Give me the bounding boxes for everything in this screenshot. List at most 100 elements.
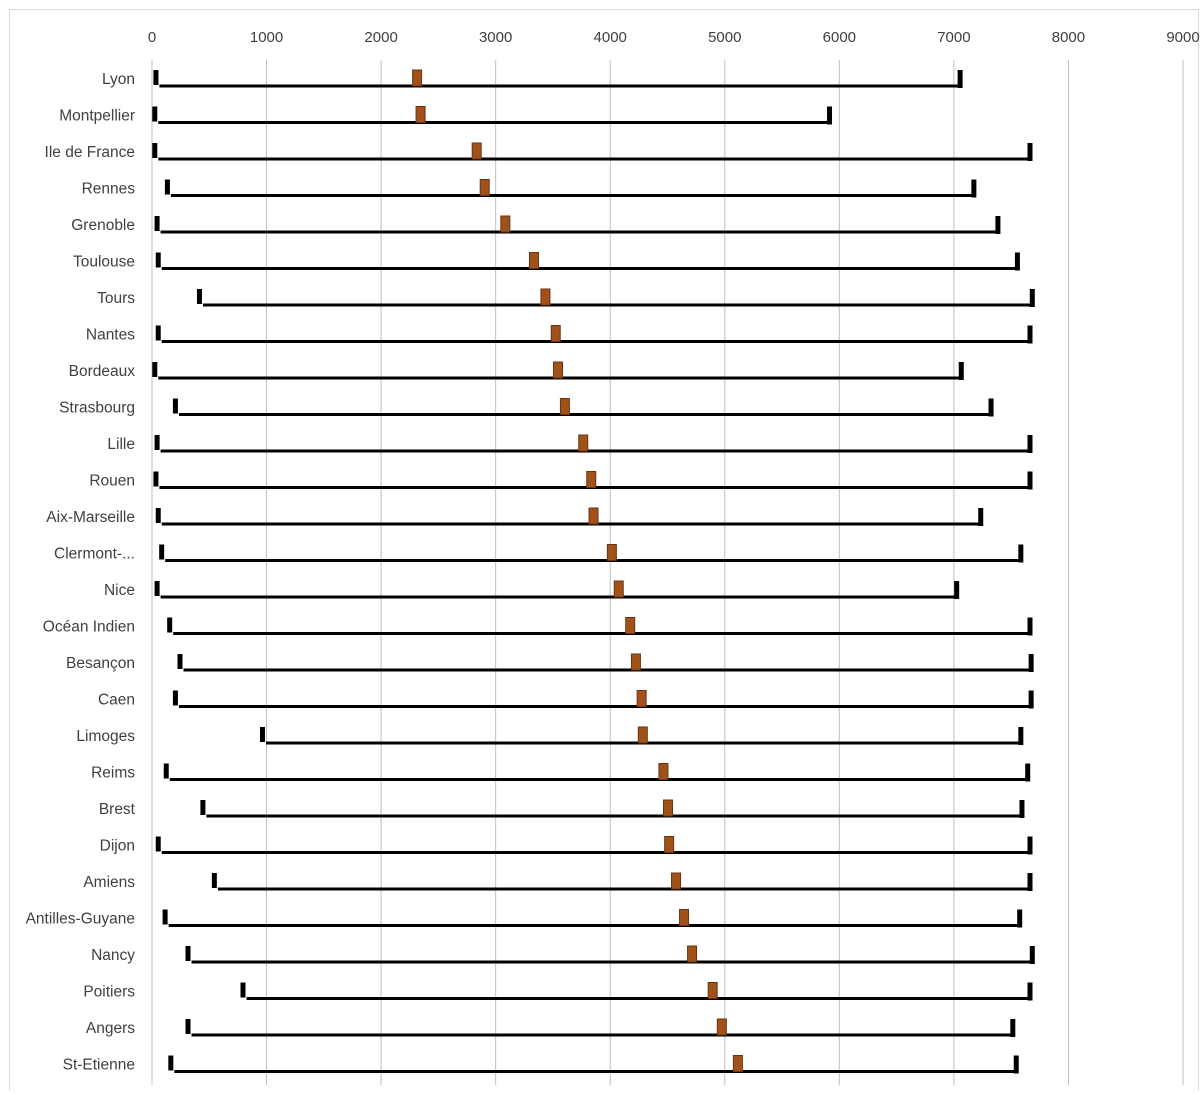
category-label: Brest [99,801,136,818]
category-label: Reims [91,765,135,782]
min-markers [152,70,265,1071]
x-tick-label: 0 [148,29,156,46]
min-marker [153,471,159,487]
max-markers [827,70,1035,1074]
category-label: Aix-Marseille [46,509,135,526]
category-label: Toulouse [73,254,135,271]
min-marker [259,727,265,742]
category-label: Océan Indien [43,619,135,636]
median-marker [550,325,561,342]
max-marker [1028,690,1034,709]
min-marker [155,325,161,341]
median-marker [636,690,647,707]
median-marker [553,361,564,379]
median-marker [578,434,589,452]
median-marker [637,726,648,744]
max-marker [1027,836,1033,855]
median-marker [540,288,551,306]
min-marker [159,544,165,560]
category-label: Rouen [89,473,135,490]
category-label: Angers [86,1020,135,1037]
category-label: Caen [98,692,135,709]
max-marker [971,179,977,198]
median-marker [707,982,718,999]
max-marker [957,70,963,88]
median-marker [528,252,539,269]
min-marker [152,106,158,122]
median-marker [606,544,617,561]
median-marker [671,872,682,890]
median-marker [471,142,482,160]
max-marker [1027,325,1033,344]
max-marker [1029,946,1035,964]
min-marker [163,763,169,779]
category-label: Lille [107,436,135,453]
x-tick-label: 1000 [250,29,283,46]
median-marker [716,1018,727,1036]
category-label: Montpellier [59,108,135,125]
median-marker [613,580,624,598]
max-marker [1025,763,1031,782]
min-marker [154,581,160,596]
median-marker [630,653,641,671]
min-marker [154,435,160,450]
max-marker [827,106,833,125]
min-marker [164,179,170,195]
max-marker [988,398,994,417]
x-axis-tick-labels: 0 1000 2000 3000 4000 5000 6000 7000 8000 9000 [148,29,1200,46]
category-label: Strasbourg [59,400,135,417]
category-label: Dijon [100,838,135,855]
max-marker [1027,982,1033,1001]
min-marker [155,508,161,523]
category-label: Bordeaux [69,363,136,380]
min-marker [155,836,161,852]
median-marker [586,471,597,488]
max-marker [1019,800,1025,818]
max-marker [995,216,1001,234]
x-tick-label: 8000 [1052,29,1085,46]
max-marker [1027,435,1033,453]
category-label: Ile de France [45,144,135,161]
min-marker [152,143,158,158]
x-tick-label: 6000 [823,29,856,46]
max-marker [958,362,964,380]
x-tick-label: 5000 [708,29,741,46]
max-marker [1018,727,1024,745]
max-marker [1010,1019,1016,1037]
category-label: Amiens [83,874,135,891]
median-marker [479,179,490,196]
min-marker [162,909,168,925]
median-marker [625,617,636,634]
min-marker [154,216,160,231]
category-label: Besançon [66,655,135,672]
max-marker [1027,873,1033,891]
min-marker [168,1055,174,1071]
max-marker [1027,617,1033,636]
max-marker [978,508,984,526]
category-label: Rennes [82,181,136,198]
median-marker [500,215,511,233]
median-marker [732,1055,743,1072]
min-marker [167,617,173,633]
max-marker [1029,289,1035,307]
median-marker [687,945,698,963]
median-marker [663,799,673,817]
category-label: Nice [104,582,135,599]
category-label: Nancy [91,947,135,964]
category-label: Tours [97,290,135,307]
x-tick-label: 4000 [594,29,627,46]
median-marker [658,763,669,780]
min-marker [196,289,202,304]
category-label: Poitiers [83,984,135,1001]
min-marker [185,946,191,961]
median-marker [679,909,690,926]
min-marker [172,690,178,706]
min-marker [177,654,183,669]
max-marker [954,581,960,599]
category-label: Lyon [102,71,135,88]
x-tick-label: 7000 [937,29,970,46]
category-label: St-Etienne [63,1057,135,1074]
max-marker [1027,471,1033,490]
